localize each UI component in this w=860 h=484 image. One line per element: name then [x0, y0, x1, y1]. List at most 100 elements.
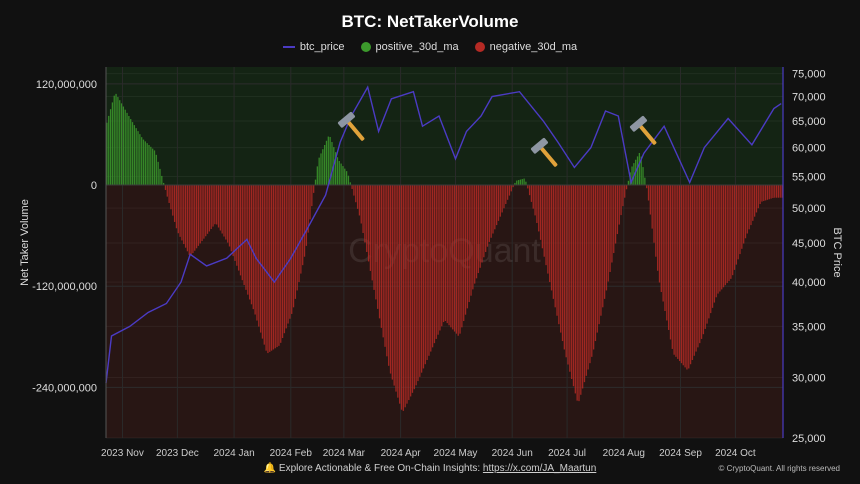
- bar-negative: [779, 185, 781, 198]
- bar-positive: [153, 150, 156, 186]
- bar-negative: [475, 185, 478, 279]
- bar-negative: [691, 185, 694, 361]
- bar-positive: [338, 161, 340, 186]
- bar-negative: [444, 185, 447, 322]
- bar-negative: [552, 185, 555, 299]
- chart-title: BTC: NetTakerVolume: [341, 12, 519, 31]
- bar-negative: [313, 185, 315, 193]
- bar-negative: [391, 185, 393, 380]
- y2-tick-label: 50,000: [792, 203, 826, 215]
- bar-positive: [146, 143, 148, 186]
- bar-positive: [124, 109, 126, 186]
- y2-tick-label: 70,000: [792, 91, 826, 103]
- bar-positive: [318, 157, 320, 186]
- x-tick-label: 2024 Oct: [715, 448, 756, 459]
- bar-negative: [688, 185, 690, 369]
- bar-negative: [274, 185, 276, 349]
- bar-negative: [232, 185, 234, 257]
- footer-text: Explore Actionable & Free On-Chain Insig…: [278, 463, 481, 474]
- bar-negative: [697, 185, 699, 348]
- bar-negative: [252, 185, 254, 310]
- bar-positive: [340, 163, 342, 186]
- bar-negative: [527, 185, 529, 189]
- bar-negative: [468, 185, 470, 303]
- bar-negative: [305, 185, 307, 246]
- bar-negative: [225, 185, 227, 240]
- bar-negative: [614, 185, 617, 244]
- bar-negative: [378, 185, 381, 319]
- bar-negative: [366, 185, 368, 252]
- bar-negative: [205, 185, 207, 237]
- bar-negative: [358, 185, 361, 216]
- bar-negative: [532, 185, 534, 209]
- y2-tick-label: 35,000: [792, 321, 826, 333]
- bar-positive: [517, 180, 520, 186]
- y2-tick-label: 30,000: [792, 373, 826, 385]
- bar-negative: [574, 185, 576, 394]
- bar-negative: [726, 185, 728, 284]
- copyright: © CryptoQuant. All rights reserved: [718, 464, 841, 473]
- bar-positive: [327, 136, 329, 186]
- bar-negative: [234, 185, 236, 261]
- bar-negative: [431, 185, 434, 348]
- bar-negative: [351, 185, 353, 189]
- bar-positive: [133, 125, 136, 186]
- bar-negative: [719, 185, 721, 292]
- bar-negative: [270, 185, 273, 351]
- bar-negative: [291, 185, 293, 314]
- bar-positive: [122, 106, 125, 186]
- bar-negative: [695, 185, 697, 352]
- bar-negative: [752, 185, 754, 221]
- bar-negative: [673, 185, 675, 355]
- bar-negative: [759, 185, 761, 205]
- bar-positive: [325, 140, 328, 186]
- bar-negative: [364, 185, 366, 243]
- bar-negative: [775, 185, 778, 198]
- legend-item-positive[interactable]: positive_30d_ma: [360, 41, 459, 53]
- bar-negative: [732, 185, 734, 276]
- bar-negative: [501, 185, 503, 213]
- legend-item-btc-price[interactable]: btc_price: [282, 41, 345, 53]
- bar-negative: [442, 185, 445, 323]
- bar-negative: [360, 185, 362, 224]
- bar-negative: [607, 185, 609, 282]
- bar-positive: [521, 179, 523, 186]
- bar-negative: [743, 185, 745, 244]
- bar-positive: [347, 175, 350, 186]
- bar-negative: [236, 185, 238, 266]
- bar-negative: [173, 185, 176, 222]
- bar-negative: [307, 185, 309, 233]
- footer-link[interactable]: https://x.com/JA_Maartun: [482, 463, 597, 474]
- bar-negative: [424, 185, 426, 365]
- bar-positive: [638, 153, 641, 186]
- bar-negative: [292, 185, 295, 308]
- y2-tick-label: 65,000: [792, 116, 826, 128]
- legend-item-negative[interactable]: negative_30d_ma: [474, 41, 577, 53]
- bar-negative: [669, 185, 672, 340]
- bar-negative: [486, 185, 489, 247]
- bar-negative: [453, 185, 456, 332]
- bar-negative: [561, 185, 564, 342]
- bar-negative: [298, 185, 300, 283]
- bar-negative: [539, 185, 542, 240]
- x-ticks: 2023 Nov 2023 Dec 2024 Jan 2024 Feb 2024 Mar…: [101, 448, 756, 459]
- bar-negative: [441, 185, 443, 327]
- y2-tick-label: 40,000: [792, 277, 826, 289]
- bar-positive: [144, 141, 146, 186]
- bar-negative: [768, 185, 770, 200]
- bar-negative: [250, 185, 253, 305]
- bar-negative: [530, 185, 533, 202]
- hammer-icon: [530, 137, 558, 167]
- bar-positive: [117, 97, 119, 186]
- y2-axis-label: BTC Price: [831, 227, 843, 277]
- bar-negative: [285, 185, 287, 329]
- bar-negative: [625, 185, 628, 190]
- bar-negative: [492, 185, 494, 234]
- bar-negative: [664, 185, 666, 311]
- bar-negative: [605, 185, 608, 291]
- bar-positive: [113, 95, 115, 186]
- bar-negative: [647, 185, 650, 201]
- bar-negative: [190, 185, 192, 256]
- bar-negative: [239, 185, 242, 276]
- bar-negative: [591, 185, 593, 357]
